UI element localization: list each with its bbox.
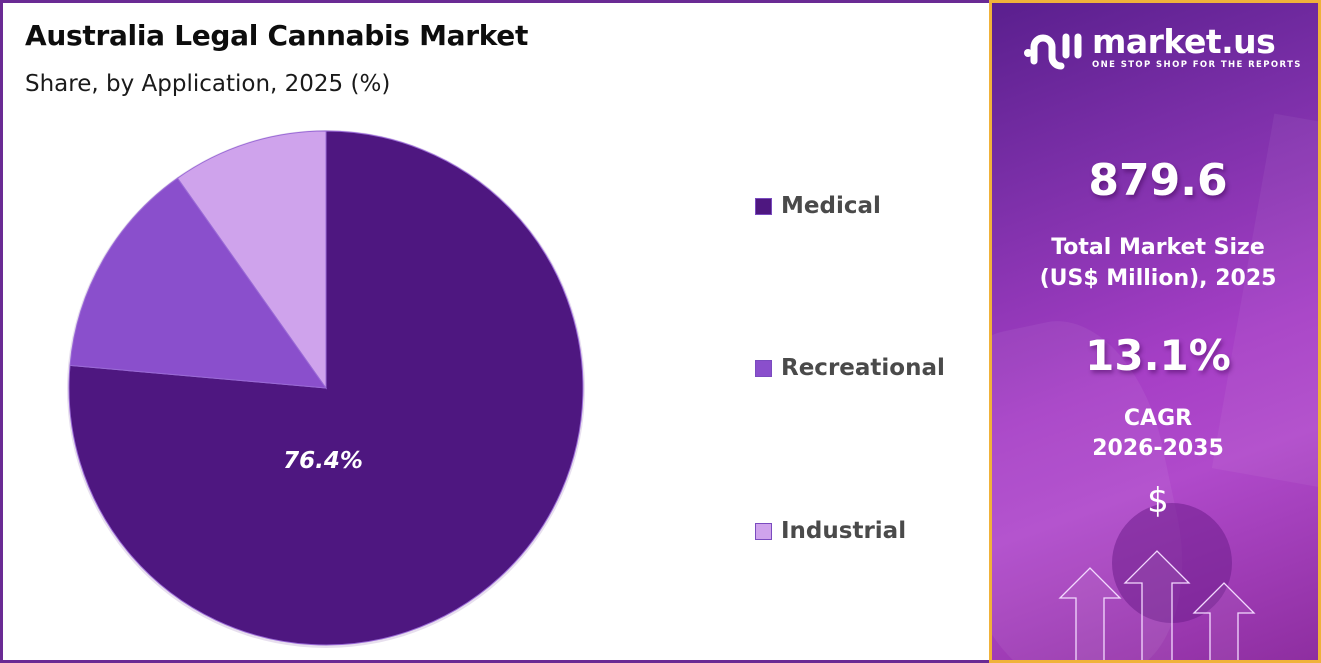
logo-name: market.us — [1092, 21, 1276, 61]
medical-share-label: 76.4% — [283, 448, 363, 474]
market-us-logo[interactable]: market.us ONE STOP SHOP FOR THE REPORTS — [1022, 23, 1302, 71]
legend-swatch-medical — [755, 197, 772, 215]
market-size-label-line1: Total Market Size — [1051, 235, 1265, 260]
logo-tagline: ONE STOP SHOP FOR THE REPORTS — [1092, 59, 1302, 70]
market-size-label-line2: (US$ Million), 2025 — [1039, 266, 1277, 291]
dollar-icon: $ — [1147, 481, 1169, 521]
legend-item-medical[interactable]: Medical — [755, 193, 881, 219]
legend-swatch-recreational — [755, 359, 772, 377]
pie-slice-industrial[interactable] — [176, 130, 327, 390]
pie-slice-medical[interactable] — [68, 130, 584, 646]
cagr-label-line2: 2026-2035 — [1092, 436, 1224, 461]
market-size-value: 879.6 — [1088, 155, 1228, 206]
info-panel: market.us ONE STOP SHOP FOR THE REPORTS … — [989, 0, 1321, 663]
legend-label-recreational: Recreational — [781, 355, 945, 381]
legend-label-medical: Medical — [781, 193, 881, 219]
pie-svg — [67, 130, 585, 648]
growth-arrows-icon — [1058, 550, 1256, 660]
legend-item-recreational[interactable]: Recreational — [755, 355, 945, 381]
cagr-value: 13.1% — [1085, 331, 1231, 380]
legend-swatch-industrial — [755, 522, 772, 540]
logo-mark-icon — [1024, 33, 1082, 70]
chart-title: Australia Legal Cannabis Market — [25, 19, 529, 52]
chart-subtitle: Share, by Application, 2025 (%) — [25, 71, 391, 97]
pie-slice-recreational[interactable] — [69, 177, 328, 389]
cagr-label-line1: CAGR — [1123, 406, 1193, 431]
pie-chart: 76.4% — [67, 130, 585, 648]
legend-label-industrial: Industrial — [781, 518, 907, 544]
legend-item-industrial[interactable]: Industrial — [755, 518, 906, 544]
